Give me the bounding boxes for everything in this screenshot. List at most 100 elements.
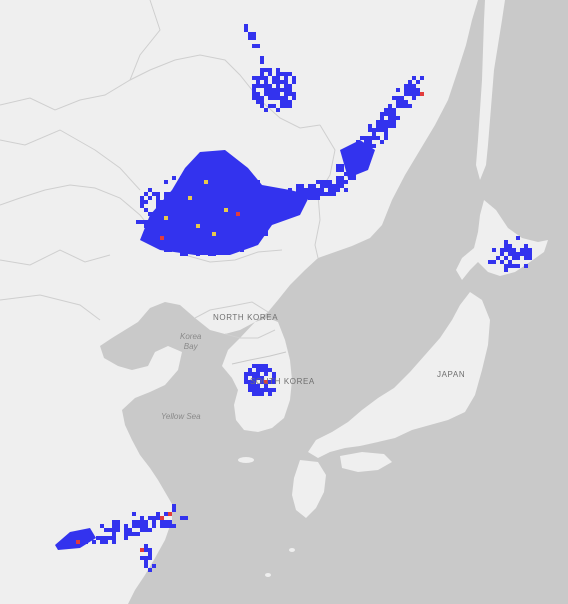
heat-cell: [396, 96, 400, 100]
heat-cell: [256, 76, 260, 80]
heat-cell: [248, 380, 252, 384]
heat-cell: [268, 388, 272, 392]
heat-cell: [280, 96, 284, 100]
heat-cell: [288, 196, 292, 200]
heat-cell: [124, 524, 128, 528]
heat-cell: [308, 196, 312, 200]
heat-cell: [240, 228, 244, 232]
heat-cell: [160, 516, 164, 520]
heat-cell: [340, 180, 344, 184]
heat-cell: [320, 184, 324, 188]
heat-cell: [264, 68, 268, 72]
heat-overlay: [55, 24, 532, 572]
heat-cell: [220, 192, 224, 196]
heat-cell: [92, 540, 96, 544]
heat-cell: [392, 108, 396, 112]
heat-cell: [512, 248, 516, 252]
heat-cell: [212, 192, 216, 196]
heat-cell: [152, 228, 156, 232]
heat-cell: [324, 184, 328, 188]
heat-cell: [260, 76, 264, 80]
heat-cell: [244, 236, 248, 240]
heat-cell: [280, 104, 284, 108]
heat-cell: [380, 112, 384, 116]
heat-cell: [412, 96, 416, 100]
heat-cell: [124, 536, 128, 540]
heat-cell: [528, 248, 532, 252]
heat-cell: [512, 264, 516, 268]
heat-cell: [200, 236, 204, 240]
heat-cell: [264, 76, 268, 80]
heat-cell: [196, 252, 200, 256]
heat-cell: [388, 124, 392, 128]
heat-cell: [404, 84, 408, 88]
heat-cell: [168, 192, 172, 196]
heat-cell: [156, 192, 160, 196]
heat-cell: [256, 204, 260, 208]
heat-cell: [288, 188, 292, 192]
heat-cell: [416, 80, 420, 84]
heat-cell: [84, 540, 88, 544]
heat-cell: [340, 184, 344, 188]
heat-cell: [504, 264, 508, 268]
heat-cell: [236, 192, 240, 196]
heat-cell: [380, 120, 384, 124]
heat-cell: [256, 388, 260, 392]
heat-cell: [196, 200, 200, 204]
heat-cell: [196, 216, 200, 220]
heat-cell: [260, 368, 264, 372]
heat-cell: [252, 188, 256, 192]
heat-cell: [152, 224, 156, 228]
heat-cell: [400, 96, 404, 100]
label-yellow-sea: Yellow Sea: [161, 412, 201, 421]
heat-cell: [288, 104, 292, 108]
heat-cell: [268, 68, 272, 72]
heat-cell: [144, 544, 148, 548]
heat-cell: [500, 252, 504, 256]
heat-cell: [256, 44, 260, 48]
heat-cell: [168, 512, 172, 516]
heat-cell: [232, 212, 236, 216]
heat-cell: [252, 200, 256, 204]
heat-cell: [260, 56, 264, 60]
heat-cell: [168, 520, 172, 524]
heat-cell: [408, 80, 412, 84]
heat-cell: [280, 100, 284, 104]
heat-cell: [196, 240, 200, 244]
heat-cell: [132, 524, 136, 528]
heat-cell: [260, 392, 264, 396]
heat-cell: [188, 188, 192, 192]
heat-cell: [408, 84, 412, 88]
heat-cell: [264, 372, 268, 376]
heat-cell: [180, 184, 184, 188]
heat-cell: [284, 84, 288, 88]
heat-cell: [188, 200, 192, 204]
heat-cell: [524, 252, 528, 256]
heat-cell: [208, 168, 212, 172]
heat-cell: [260, 380, 264, 384]
heat-cell: [252, 96, 256, 100]
heat-cell: [104, 528, 108, 532]
heat-cell: [216, 184, 220, 188]
heat-cell: [156, 200, 160, 204]
heat-cell: [204, 192, 208, 196]
heat-cell: [168, 212, 172, 216]
heat-cell: [176, 224, 180, 228]
heat-cell: [372, 132, 376, 136]
heat-cell: [208, 228, 212, 232]
heat-cell: [284, 100, 288, 104]
heat-cell: [116, 524, 120, 528]
heat-cell: [260, 60, 264, 64]
heat-cell: [220, 232, 224, 236]
heat-cell: [312, 188, 316, 192]
heat-cell: [324, 192, 328, 196]
heat-cell: [252, 380, 256, 384]
heat-cell: [208, 212, 212, 216]
honshu-island: [308, 292, 490, 458]
heat-cell: [516, 264, 520, 268]
heat-cell: [136, 520, 140, 524]
heat-cell: [260, 216, 264, 220]
heat-cell: [500, 248, 504, 252]
heat-cell: [488, 260, 492, 264]
